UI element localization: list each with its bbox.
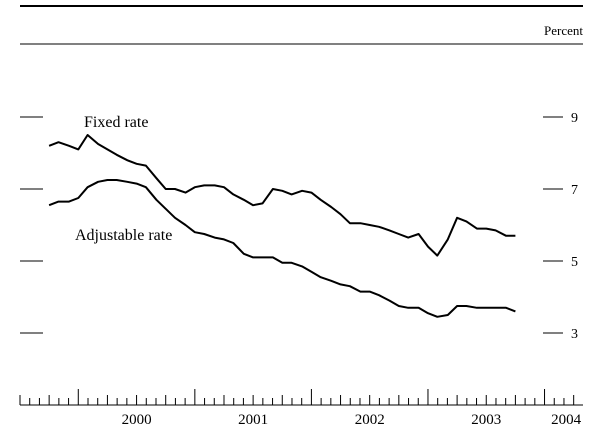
series-line-fixed <box>48 134 516 257</box>
x-tick-label-2000: 2000 <box>122 412 152 428</box>
unit-label: Percent <box>544 23 583 38</box>
right-y-ticks: 3 5 7 9 <box>543 111 578 342</box>
y-tick-label-9: 9 <box>571 111 578 126</box>
left-y-ticks <box>20 116 43 334</box>
x-tick-label-2003: 2003 <box>471 412 501 428</box>
y-tick-label-3: 3 <box>571 327 578 342</box>
y-tick-label-7: 7 <box>571 183 578 198</box>
x-tick-label-2001: 2001 <box>238 412 268 428</box>
x-axis-ticks <box>19 389 575 405</box>
y-tick-label-5: 5 <box>571 255 578 270</box>
annotation-layer: Fixed rate Adjustable rate <box>75 114 172 244</box>
series-line-adjustable <box>48 179 516 318</box>
annotation-adjustable: Adjustable rate <box>75 227 172 244</box>
annotation-fixed: Fixed rate <box>84 114 148 131</box>
series-layer <box>48 134 516 318</box>
x-tick-label-2004: 2004 <box>551 412 582 428</box>
x-tick-label-2002: 2002 <box>355 412 385 428</box>
x-axis-labels: 2000 2001 2002 2003 2004 <box>122 412 582 428</box>
